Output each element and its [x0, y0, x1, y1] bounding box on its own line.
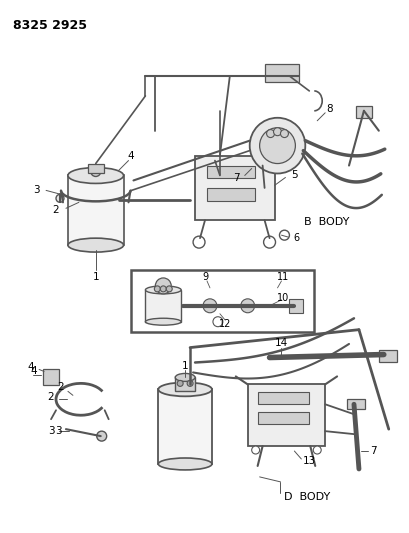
Circle shape: [202, 299, 216, 313]
Circle shape: [154, 286, 160, 292]
Circle shape: [251, 446, 259, 454]
Bar: [264, 64, 299, 82]
Bar: [145, 290, 181, 322]
Text: 4: 4: [28, 362, 34, 373]
Bar: [257, 392, 308, 404]
Circle shape: [90, 166, 101, 176]
Circle shape: [155, 278, 171, 294]
Text: 1: 1: [92, 272, 99, 282]
Ellipse shape: [175, 374, 195, 382]
Ellipse shape: [145, 318, 181, 325]
Circle shape: [187, 381, 193, 386]
Circle shape: [240, 299, 254, 313]
Circle shape: [193, 236, 204, 248]
Bar: [195, 156, 274, 220]
Ellipse shape: [68, 167, 123, 183]
Bar: [88, 164, 103, 173]
Text: 3: 3: [47, 426, 54, 436]
Ellipse shape: [68, 238, 123, 252]
Text: 7: 7: [233, 173, 240, 183]
Text: 13: 13: [302, 456, 315, 466]
Circle shape: [279, 230, 289, 240]
Text: 11: 11: [276, 272, 289, 282]
Circle shape: [263, 236, 275, 248]
Bar: [346, 399, 364, 409]
Circle shape: [280, 130, 288, 138]
Bar: [175, 377, 195, 391]
Text: 8: 8: [325, 104, 332, 114]
Circle shape: [177, 381, 183, 386]
Text: 14: 14: [274, 337, 288, 348]
Text: 7: 7: [370, 446, 376, 456]
Text: 3: 3: [54, 426, 61, 436]
Text: 1: 1: [181, 361, 188, 372]
Bar: [207, 188, 254, 201]
Ellipse shape: [145, 286, 181, 294]
Text: B  BODY: B BODY: [303, 217, 349, 227]
Ellipse shape: [158, 458, 211, 470]
Bar: [289, 299, 303, 313]
Text: 2: 2: [47, 392, 54, 402]
Circle shape: [259, 128, 294, 164]
Circle shape: [56, 195, 64, 203]
Bar: [207, 166, 254, 179]
Text: 9: 9: [202, 272, 207, 282]
Text: 3: 3: [33, 185, 39, 196]
Circle shape: [212, 317, 222, 327]
Text: 12: 12: [218, 319, 231, 329]
Circle shape: [249, 118, 305, 173]
Ellipse shape: [158, 382, 211, 397]
Circle shape: [312, 446, 320, 454]
Text: 8325 2925: 8325 2925: [13, 19, 87, 33]
Text: D  BODY: D BODY: [284, 492, 330, 502]
Bar: [68, 175, 123, 245]
Text: 5: 5: [290, 171, 297, 181]
Text: 2: 2: [53, 205, 59, 215]
Circle shape: [160, 286, 166, 292]
Circle shape: [266, 130, 274, 138]
Text: 6: 6: [292, 233, 299, 243]
Circle shape: [97, 431, 106, 441]
Text: 4: 4: [127, 151, 133, 160]
Bar: [355, 106, 371, 118]
Bar: [247, 384, 324, 446]
Text: 10: 10: [276, 293, 289, 303]
Circle shape: [273, 128, 281, 136]
Bar: [378, 350, 396, 361]
Circle shape: [166, 286, 172, 292]
Bar: [158, 389, 211, 464]
Bar: [43, 369, 59, 385]
Bar: [257, 412, 308, 424]
Text: 4: 4: [31, 367, 37, 376]
Bar: [130, 270, 313, 332]
Text: 2: 2: [58, 382, 64, 392]
